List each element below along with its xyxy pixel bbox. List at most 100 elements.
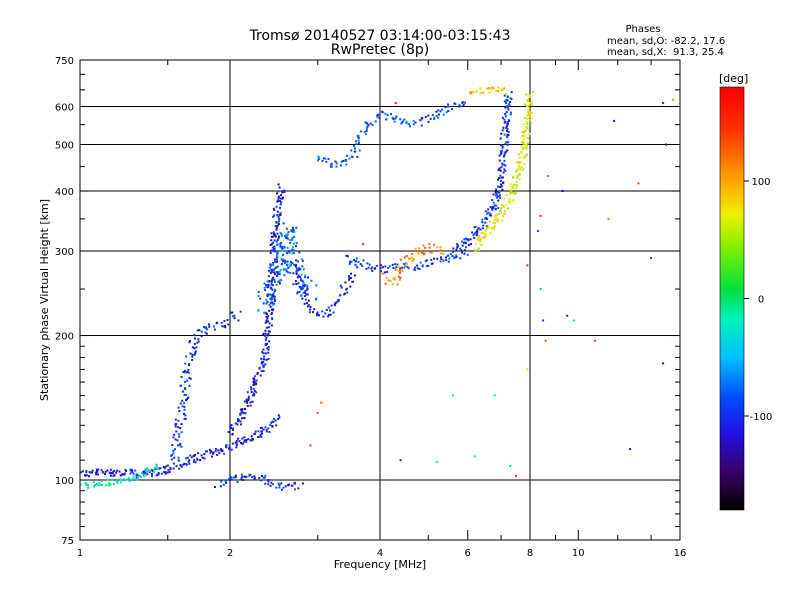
data-point <box>270 481 273 484</box>
data-point <box>309 308 312 311</box>
data-point <box>292 252 295 255</box>
data-point <box>427 114 430 117</box>
data-point <box>518 156 521 159</box>
data-point <box>267 351 270 354</box>
data-point <box>388 265 391 268</box>
data-point <box>431 262 434 265</box>
data-point <box>479 240 481 243</box>
data-point <box>477 249 480 252</box>
data-point <box>329 164 332 167</box>
data-point <box>119 478 122 481</box>
data-point <box>196 458 199 461</box>
data-point <box>508 104 511 107</box>
data-point <box>505 102 508 105</box>
data-point <box>276 249 278 252</box>
data-point <box>247 397 250 400</box>
data-point <box>520 145 523 148</box>
data-point <box>455 254 458 257</box>
data-point <box>381 266 384 269</box>
data-point <box>129 469 132 472</box>
data-point <box>463 101 466 104</box>
data-point <box>279 282 281 285</box>
data-point <box>277 265 280 268</box>
data-point <box>473 226 476 229</box>
data-point <box>492 206 495 209</box>
data-point <box>271 420 274 423</box>
chart-title: Tromsø 20140527 03:14:00-03:15:43 <box>249 28 511 44</box>
data-point <box>322 157 325 160</box>
data-point <box>257 436 260 439</box>
data-point <box>474 90 477 93</box>
data-point <box>221 325 224 328</box>
data-point <box>180 431 183 434</box>
data-point <box>301 280 304 283</box>
data-point <box>123 472 126 475</box>
data-point <box>435 115 438 117</box>
data-point <box>389 479 392 481</box>
data-point <box>348 278 350 281</box>
data-point <box>503 133 506 136</box>
data-point <box>330 304 333 307</box>
data-point <box>278 186 281 189</box>
data-point <box>461 240 464 243</box>
data-point <box>177 419 180 422</box>
data-point <box>499 137 502 140</box>
data-point <box>502 126 505 129</box>
data-point <box>269 271 272 274</box>
data-point <box>298 290 301 293</box>
data-point <box>178 433 181 436</box>
data-point <box>386 114 389 117</box>
data-point <box>266 342 268 345</box>
data-point <box>272 207 275 210</box>
data-point <box>526 144 528 147</box>
data-point <box>272 268 275 271</box>
data-point <box>87 484 89 486</box>
data-point <box>306 286 309 289</box>
data-point <box>345 159 347 162</box>
data-point <box>276 271 279 274</box>
data-point <box>102 471 104 474</box>
data-point <box>177 456 180 459</box>
data-point <box>264 342 267 345</box>
data-point <box>316 311 319 314</box>
data-point <box>516 168 519 171</box>
data-point <box>505 203 508 206</box>
data-point <box>411 253 414 255</box>
data-point <box>243 475 246 478</box>
data-point <box>492 201 495 204</box>
data-point <box>329 309 332 312</box>
data-point <box>271 249 274 252</box>
data-point <box>300 279 303 282</box>
data-point <box>170 458 173 461</box>
data-point <box>300 258 303 261</box>
data-point <box>394 263 397 266</box>
data-point <box>517 174 520 177</box>
data-point <box>288 250 290 253</box>
data-point <box>244 476 247 478</box>
data-point <box>186 371 189 373</box>
data-point <box>280 488 283 491</box>
data-point <box>275 486 278 489</box>
data-point <box>502 181 505 184</box>
data-point <box>508 198 511 200</box>
data-point <box>222 325 225 328</box>
data-point <box>302 284 305 287</box>
data-point <box>527 111 530 114</box>
data-point <box>104 470 107 473</box>
data-point <box>172 436 175 439</box>
data-point <box>88 471 91 474</box>
data-point <box>475 90 478 93</box>
data-point <box>277 197 280 200</box>
data-point <box>650 257 653 260</box>
data-point <box>193 353 196 356</box>
data-point <box>257 430 260 433</box>
data-point <box>302 285 305 288</box>
data-point <box>155 465 158 468</box>
data-point <box>317 155 320 158</box>
data-point <box>234 474 237 477</box>
data-point <box>357 139 360 142</box>
data-point <box>128 479 131 482</box>
data-point <box>268 326 271 329</box>
data-point <box>503 168 506 171</box>
data-point <box>528 132 531 135</box>
